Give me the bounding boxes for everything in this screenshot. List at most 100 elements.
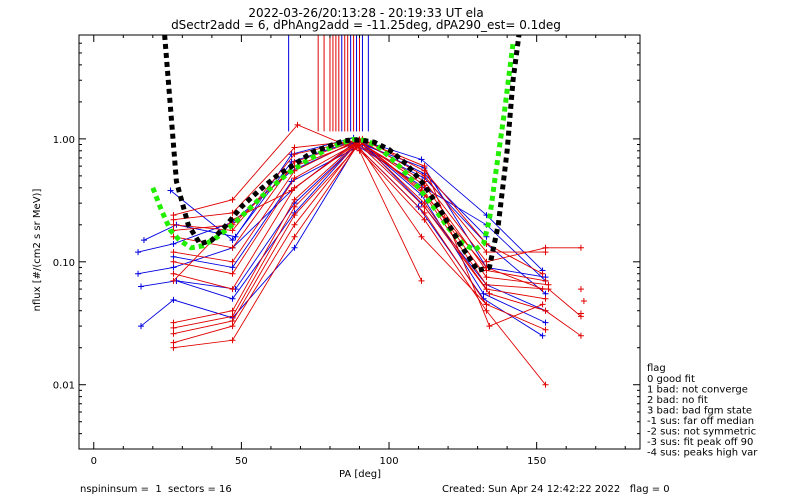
series-line xyxy=(173,140,546,329)
data-point xyxy=(229,237,236,244)
data-point xyxy=(542,295,549,302)
data-point xyxy=(483,249,490,256)
y-axis-label: nflux [#/(cm2 s sr MeV)] xyxy=(32,189,43,312)
data-point xyxy=(542,290,549,297)
data-point xyxy=(291,151,298,158)
data-point xyxy=(483,281,490,288)
red-series xyxy=(170,140,552,293)
y-tick-label: 0.01 xyxy=(53,381,75,392)
data-point xyxy=(167,187,174,194)
legend-entry: 2 bad: no fit xyxy=(647,395,708,406)
y-tick-label: 1.00 xyxy=(53,135,75,146)
red-series xyxy=(170,139,490,308)
red-series xyxy=(170,138,549,284)
data-point xyxy=(291,203,298,210)
data-point xyxy=(539,286,546,293)
legend-entry: 0 good fit xyxy=(647,374,695,385)
legend-entry: -3 sus: fit peak off 90 xyxy=(647,437,753,448)
data-point xyxy=(170,212,177,219)
data-point xyxy=(539,270,546,277)
data-point xyxy=(539,332,546,339)
data-point xyxy=(135,249,142,256)
data-point xyxy=(170,270,177,277)
data-point xyxy=(229,244,236,251)
data-point xyxy=(170,249,177,256)
data-point xyxy=(170,330,177,337)
red-series xyxy=(170,142,549,346)
red-series xyxy=(170,121,425,284)
footer-right: Created: Sun Apr 24 12:42:22 2022 flag =… xyxy=(442,484,670,495)
series-line xyxy=(173,138,543,275)
data-point xyxy=(577,332,584,339)
sector-marker-lines xyxy=(288,35,369,132)
data-point xyxy=(421,209,428,216)
fit-curve-green xyxy=(150,42,516,253)
data-point xyxy=(542,277,549,284)
data-point xyxy=(291,221,298,228)
data-point xyxy=(291,233,298,240)
data-point xyxy=(418,156,425,163)
data-point xyxy=(229,313,236,320)
data-point xyxy=(170,240,177,247)
data-point xyxy=(418,277,425,284)
x-tick-label: 100 xyxy=(379,456,398,467)
series-line xyxy=(173,145,546,344)
data-point xyxy=(542,381,549,388)
data-point xyxy=(542,319,549,326)
data-point xyxy=(229,337,236,344)
legend-title: flag xyxy=(647,363,666,374)
data-point xyxy=(542,249,549,256)
data-point xyxy=(138,323,145,330)
legend-entry: 1 bad: not converge xyxy=(647,385,748,396)
fit-curves-layer xyxy=(150,34,522,273)
plot-area: 0 50 100 150 0.01 0.10 1.00 xyxy=(53,34,641,467)
data-point xyxy=(486,290,493,297)
data-point xyxy=(229,227,236,234)
data-point xyxy=(229,270,236,277)
data-point xyxy=(421,216,428,223)
data-point xyxy=(229,258,236,265)
data-point xyxy=(542,307,549,314)
data-point xyxy=(480,290,487,297)
chart-title: 2022-03-26/20:13:28 - 20:19:33 UT ela xyxy=(248,6,483,20)
data-point xyxy=(356,147,363,154)
legend-entry: -4 sus: peaks high var xyxy=(647,448,758,459)
data-point xyxy=(483,258,490,265)
x-axis: 0 50 100 150 xyxy=(91,35,626,467)
data-series-layer xyxy=(135,121,587,388)
series-line xyxy=(173,143,582,337)
legend-entry: -1 sus: far off median xyxy=(647,416,754,427)
data-point xyxy=(486,323,493,330)
legend-entry: 3 bad: bad fgm state xyxy=(647,406,752,417)
y-axis: 0.01 0.10 1.00 xyxy=(53,34,640,450)
data-point xyxy=(170,296,177,303)
data-point xyxy=(421,200,428,207)
data-point xyxy=(539,301,546,308)
data-point xyxy=(418,233,425,240)
data-point xyxy=(140,237,147,244)
footer-left: nspininsum = 1 sectors = 16 xyxy=(80,484,232,495)
data-point xyxy=(170,339,177,346)
x-tick-label: 150 xyxy=(527,456,546,467)
series-line xyxy=(137,142,546,295)
data-point xyxy=(170,277,177,284)
data-point xyxy=(229,196,236,203)
data-point xyxy=(483,307,490,314)
data-point xyxy=(229,307,236,314)
chart-subtitle: dSectr2add = 6, dPhAng2add = -11.25deg, … xyxy=(171,18,561,32)
data-point xyxy=(170,221,177,228)
data-point xyxy=(170,258,177,265)
data-point xyxy=(291,244,298,251)
data-point xyxy=(291,196,298,203)
data-point xyxy=(545,281,552,288)
legend-entry: -2 sus: not symmetric xyxy=(647,427,756,438)
data-point xyxy=(291,175,298,182)
data-point xyxy=(229,295,236,302)
data-point xyxy=(229,286,236,293)
y-tick-label: 0.10 xyxy=(53,258,75,269)
red-series xyxy=(170,136,546,330)
flag-legend: flag 0 good fit 1 bad: not converge 2 ba… xyxy=(647,363,758,459)
data-point xyxy=(291,144,298,151)
data-point xyxy=(577,286,584,293)
data-point xyxy=(483,301,490,308)
